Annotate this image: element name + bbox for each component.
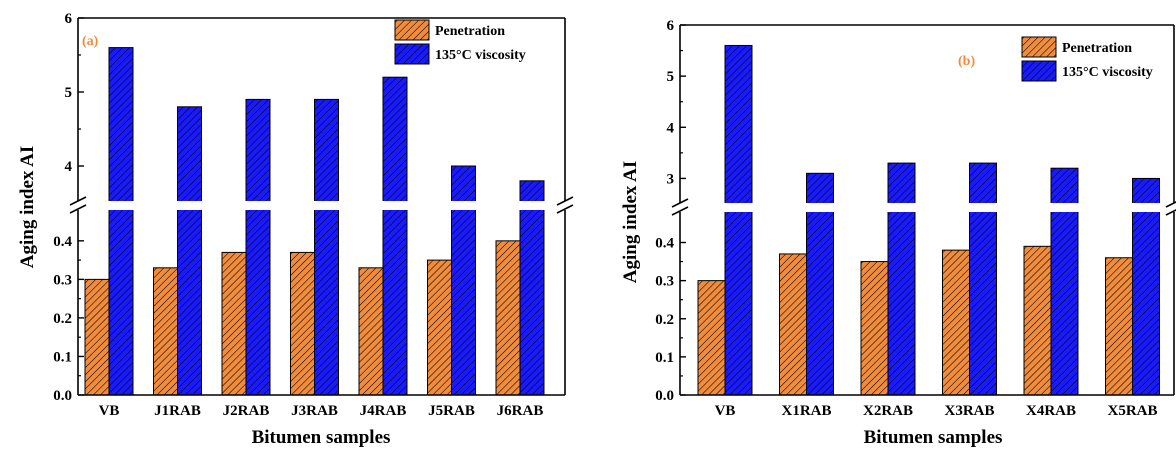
x-tick-label: VB — [99, 403, 120, 419]
viscosity-bar-X3RAB — [969, 162, 997, 396]
y-tick-label: 0.3 — [53, 272, 72, 288]
penetration-bar-X5RAB — [1105, 257, 1133, 396]
y-tick-label: 0.4 — [655, 236, 674, 252]
y-tick-label: 5 — [667, 69, 675, 85]
y-tick-label: 0.4 — [53, 234, 72, 250]
viscosity-bar-VB — [108, 47, 134, 396]
y-tick-label: 0.0 — [53, 388, 72, 404]
chart-panel-a: VB J1RAB J2RAB J3RAB J4RAB J5RAB J6RAB 0.0 0.1 0.… — [17, 11, 574, 448]
y-tick-label: 6 — [65, 11, 73, 27]
penetration-bar-VB — [84, 278, 110, 396]
penetration-bar-J1RAB — [153, 267, 178, 396]
legend-swatch — [394, 19, 430, 41]
legend-entry: Penetration — [435, 24, 505, 39]
x-tick-label: J1RAB — [154, 403, 201, 419]
penetration-bar-J2RAB — [221, 251, 247, 396]
legend-swatch — [1021, 60, 1057, 82]
y-tick-label: 5 — [65, 85, 73, 101]
x-tick-label: X2RAB — [863, 403, 913, 419]
x-tick-label: J3RAB — [291, 403, 338, 419]
viscosity-bar-J5RAB — [451, 165, 476, 396]
viscosity-bar-X5RAB — [1132, 177, 1160, 396]
penetration-bar-J4RAB — [358, 267, 384, 396]
y-tick-label: 0.1 — [53, 349, 72, 365]
penetration-bar-X3RAB — [942, 249, 970, 396]
viscosity-bar-X4RAB — [1050, 167, 1079, 396]
viscosity-bar-J6RAB — [519, 180, 545, 396]
x-tick-label: X1RAB — [781, 403, 831, 419]
legend-entry: Penetration — [1062, 41, 1132, 56]
legend: Penetration 135°C viscosity — [1021, 36, 1153, 82]
legend-swatch — [394, 43, 430, 65]
x-tick-label: J2RAB — [223, 403, 270, 419]
y-tick-label: 4 — [667, 120, 675, 136]
x-axis-title: Bitumen samples — [864, 427, 1003, 448]
y-tick-label: 4 — [65, 159, 73, 175]
viscosity-bar-X2RAB — [887, 162, 916, 396]
x-tick-label: J4RAB — [360, 403, 407, 419]
axis-break-gap — [79, 201, 564, 210]
viscosity-bar-J1RAB — [177, 106, 202, 396]
viscosity-bar-J2RAB — [245, 98, 271, 396]
legend-swatch — [1021, 36, 1057, 58]
viscosity-bar-J4RAB — [382, 76, 408, 396]
axis-break-mark-right — [556, 196, 574, 214]
bars — [84, 47, 545, 396]
y-axis-title: Aging index AI — [620, 161, 641, 283]
x-tick-label: X4RAB — [1026, 403, 1076, 419]
y-tick-label: 0.2 — [53, 311, 72, 327]
penetration-bar-J6RAB — [495, 240, 521, 396]
penetration-bar-X2RAB — [860, 261, 889, 396]
legend-entry: 135°C viscosity — [1062, 65, 1153, 80]
legend-entry: 135°C viscosity — [435, 48, 526, 63]
chart-panel-b: VB X1RAB X2RAB X3RAB X4RAB X5RAB 0.0 0.1 0.2 0.3 0… — [620, 18, 1176, 448]
panel-label: (b) — [958, 54, 975, 69]
bars — [697, 44, 1160, 396]
axis-break-mark-left — [69, 196, 87, 214]
penetration-bar-J5RAB — [427, 259, 452, 396]
x-axis-title: Bitumen samples — [252, 427, 391, 448]
y-tick-label: 6 — [667, 18, 675, 34]
x-tick-label: VB — [715, 403, 736, 419]
legend: Penetration 135°C viscosity — [394, 19, 526, 65]
x-tick-label: X3RAB — [944, 403, 994, 419]
y-axis-title: Aging index AI — [17, 146, 38, 268]
axis-break-mark-left — [671, 198, 689, 216]
y-tick-label: 0.0 — [655, 388, 674, 404]
y-tick-label: 3 — [667, 171, 675, 187]
y-tick-label: 0.2 — [655, 312, 674, 328]
panel-label: (a) — [82, 34, 99, 49]
x-tick-label: J6RAB — [497, 403, 544, 419]
x-tick-label: X5RAB — [1107, 403, 1157, 419]
penetration-bar-J3RAB — [290, 251, 315, 396]
x-tick-label: J5RAB — [428, 403, 475, 419]
axis-break-mark-right — [1165, 201, 1176, 216]
axes-frame — [679, 24, 1175, 396]
viscosity-bar-VB — [724, 44, 753, 396]
axis-break-gap — [681, 203, 1173, 212]
viscosity-bar-J3RAB — [314, 98, 339, 396]
penetration-bar-X4RAB — [1023, 245, 1052, 396]
penetration-bar-VB — [697, 280, 726, 396]
y-tick-label: 0.1 — [655, 350, 674, 366]
y-tick-label: 0.3 — [655, 274, 674, 290]
penetration-bar-X1RAB — [779, 253, 807, 396]
